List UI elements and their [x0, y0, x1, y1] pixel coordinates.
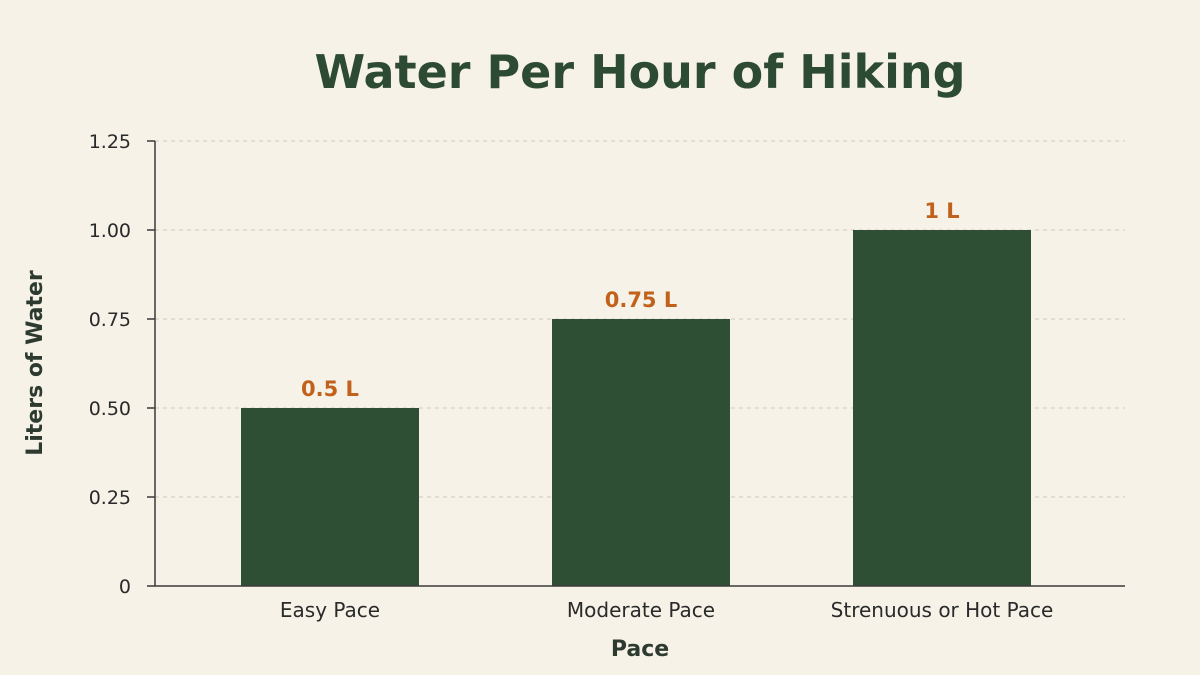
x-axis-title: Pace: [611, 637, 669, 662]
bar: [241, 408, 419, 586]
y-tick-label: 0.75: [89, 309, 131, 331]
labels: 0 0.25 0.50 0.75 1.00 1.25 0.5 L Easy Pace 0.75 …: [89, 131, 1054, 622]
y-tick-label: 1.25: [89, 131, 131, 153]
bar: [853, 230, 1031, 586]
y-axis-title: Liters of Water: [23, 270, 48, 456]
y-tick-label: 0.25: [89, 487, 131, 509]
bars: [241, 230, 1031, 586]
data-label: 0.75 L: [605, 288, 678, 312]
chart-title: Water Per Hour of Hiking: [314, 45, 965, 99]
x-tick-label: Moderate Pace: [567, 598, 715, 622]
axes: [147, 140, 1125, 587]
bar: [552, 319, 730, 586]
y-tick-label: 1.00: [89, 220, 131, 242]
data-label: 1 L: [924, 199, 959, 223]
x-tick-label: Strenuous or Hot Pace: [831, 598, 1054, 622]
y-tick-label: 0: [119, 576, 131, 598]
x-tick-label: Easy Pace: [280, 598, 380, 622]
y-tick-label: 0.50: [89, 398, 131, 420]
data-label: 0.5 L: [301, 377, 359, 401]
